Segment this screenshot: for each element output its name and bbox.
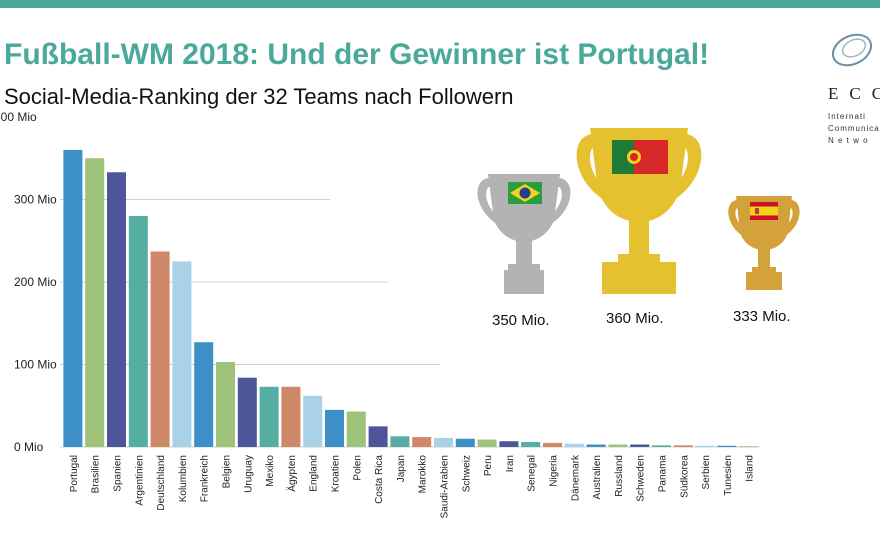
logo-line-1: Internati <box>828 112 866 121</box>
x-tick-label: Dänemark <box>570 454 581 501</box>
bar <box>303 395 323 447</box>
bar <box>695 445 715 447</box>
x-tick-label: Spanien <box>113 455 124 492</box>
portugal-flag <box>612 140 668 174</box>
x-tick-label: Tunesien <box>723 455 734 496</box>
x-tick-label: Iran <box>505 455 516 472</box>
bar <box>325 409 344 447</box>
page-title: Fußball-WM 2018: Und der Gewinner ist Po… <box>4 38 710 71</box>
x-tick-label: Serbien <box>701 455 712 489</box>
x-tick-label: Island <box>745 455 756 482</box>
silver-trophy-icon <box>477 174 571 294</box>
bar <box>499 441 519 447</box>
y-tick-label: 200 Mio <box>14 275 57 289</box>
x-tick-label: Argentinien <box>134 455 145 506</box>
bar <box>194 342 214 447</box>
bar <box>564 443 584 447</box>
x-tick-label: Saudi-Arabien <box>440 455 451 518</box>
bar <box>673 445 693 447</box>
y-tick-label: 300 Mio <box>14 193 57 207</box>
x-tick-label: Peru <box>483 455 494 476</box>
bar <box>434 437 453 447</box>
bar <box>259 386 279 447</box>
bar <box>652 445 671 447</box>
logo-wordmark: ECC <box>828 84 880 103</box>
x-tick-label: Kroatien <box>331 455 342 492</box>
x-tick-label: Marokko <box>418 455 429 494</box>
bar <box>172 261 192 447</box>
x-tick-label: Nigeria <box>549 455 560 487</box>
x-tick-label: Deutschland <box>156 455 167 511</box>
y-tick-label: 0 Mio <box>14 440 44 454</box>
x-tick-label: Schweden <box>636 455 647 502</box>
spain-flag <box>750 202 778 220</box>
bar <box>717 445 737 447</box>
x-tick-label: England <box>309 455 320 492</box>
bar <box>281 386 301 447</box>
bar <box>85 158 105 447</box>
x-tick-label: Portugal <box>69 455 80 492</box>
bar <box>739 446 759 447</box>
gold-trophy-icon <box>576 128 702 294</box>
x-tick-label: Panama <box>658 455 669 493</box>
brazil-flag <box>508 182 542 204</box>
x-tick-label: Uruguay <box>243 455 254 493</box>
trophy-label-brasilien: 350 Mio. <box>492 312 550 329</box>
x-tick-label: Kolumbien <box>178 455 189 502</box>
bar <box>455 438 475 447</box>
x-tick-label: Brasilien <box>91 455 102 493</box>
x-tick-label: Frankreich <box>200 455 211 502</box>
bar <box>521 442 541 447</box>
bar <box>63 150 83 447</box>
y-tick-label: 100 Mio <box>14 358 57 372</box>
x-tick-label: Schweiz <box>461 455 472 492</box>
x-tick-label: Mexiko <box>265 455 276 487</box>
chart-subtitle: Social-Media-Ranking der 32 Teams nach F… <box>4 84 514 109</box>
bronze-trophy-icon <box>728 196 800 290</box>
x-tick-label: Russland <box>614 455 625 497</box>
bar <box>477 439 497 447</box>
bar <box>128 216 148 447</box>
bar <box>216 362 235 447</box>
x-tick-label: Australien <box>592 455 603 499</box>
x-tick-label: Japan <box>396 455 407 482</box>
bar <box>150 251 170 447</box>
bar <box>608 444 628 447</box>
bar <box>630 444 650 447</box>
bar <box>107 172 126 447</box>
x-tick-label: Ägypten <box>286 455 298 492</box>
bar <box>412 437 432 447</box>
bar <box>346 411 366 447</box>
bar <box>586 444 606 447</box>
bar <box>390 436 410 447</box>
trophy-label-portugal: 360 Mio. <box>606 310 664 327</box>
logo-swirl-icon <box>831 33 873 67</box>
top-accent-bar <box>0 0 880 8</box>
x-tick-label: Polen <box>352 455 363 481</box>
bar <box>237 377 257 447</box>
trophy-label-spanien: 333 Mio. <box>733 308 791 325</box>
bar <box>543 442 562 447</box>
x-tick-label: Senegal <box>527 455 538 492</box>
x-tick-label: Südkorea <box>679 455 690 498</box>
logo-line-3: N e t w o <box>828 136 869 145</box>
bar <box>368 426 388 447</box>
logo-line-2: Communica <box>828 124 880 133</box>
x-tick-label: Belgien <box>222 455 233 488</box>
ecco-logo: ECC Internati Communica N e t w o <box>818 28 880 148</box>
x-tick-label: Costa Rica <box>374 455 385 504</box>
y-tick-label: 400 Mio <box>0 110 37 124</box>
